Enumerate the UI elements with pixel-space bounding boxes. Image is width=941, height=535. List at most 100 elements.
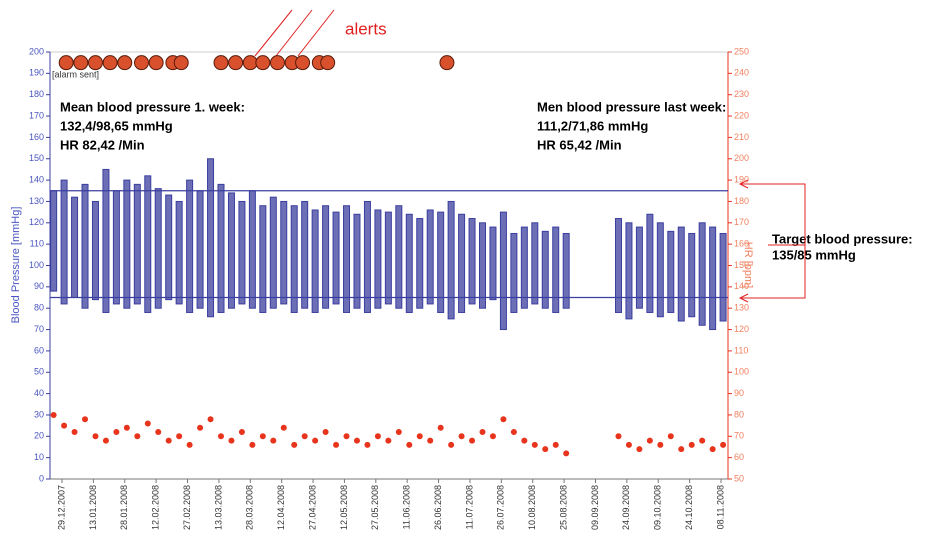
y2-tick-label: 140 [734, 281, 749, 291]
bp-range [280, 200, 288, 305]
y-tick-label: 0 [39, 473, 44, 483]
bp-range [217, 183, 225, 313]
hr-point [678, 446, 685, 453]
bp-range [520, 226, 528, 309]
hr-point [123, 424, 130, 431]
bp-range [311, 209, 319, 313]
alert-marker [133, 55, 149, 71]
hr-point [720, 441, 727, 448]
hr-point [353, 437, 360, 444]
annotation: 135/85 mmHg [772, 247, 856, 262]
y-tick-label: 110 [30, 239, 44, 249]
y-tick-label: 140 [29, 174, 44, 184]
hr-point [92, 433, 99, 440]
bp-range [269, 196, 277, 309]
annotation: HR 65,42 /Min [537, 137, 622, 152]
y-tick-label: 190 [29, 68, 44, 78]
hr-point [374, 433, 381, 440]
hr-point [144, 420, 151, 427]
hr-point [395, 429, 402, 436]
x-tick-label: 12.04.2008 [276, 485, 286, 530]
bp-range [102, 168, 110, 313]
bp-range [154, 188, 162, 309]
hr-point [217, 433, 224, 440]
y2-tick-label: 90 [734, 388, 744, 398]
x-tick-label: 27.02.2008 [182, 485, 192, 530]
x-tick-label: 28.01.2008 [119, 485, 129, 530]
bp-range [374, 209, 382, 309]
y2-tick-label: 240 [734, 68, 749, 78]
alert-marker [320, 55, 336, 71]
bp-range [227, 192, 235, 309]
hr-point [113, 429, 120, 436]
hr-point [552, 441, 559, 448]
bp-range [384, 211, 392, 305]
hr-point [469, 437, 476, 444]
bp-range [614, 218, 622, 313]
y-tick-label: 150 [29, 153, 44, 163]
hr-point [531, 441, 538, 448]
bp-range [60, 179, 68, 305]
hr-point [238, 429, 245, 436]
hr-point [448, 441, 455, 448]
hr-point [102, 437, 109, 444]
bp-range [175, 200, 183, 305]
hr-point [709, 446, 716, 453]
hr-point [322, 429, 329, 436]
bp-range [71, 196, 79, 299]
bp-range [562, 232, 570, 309]
annotation: Men blood pressure last week: [537, 99, 726, 114]
x-tick-label: 26.07.2008 [496, 485, 506, 530]
hr-point [165, 437, 172, 444]
bp-range [123, 179, 131, 309]
alarm-sent: [alarm sent] [52, 69, 99, 79]
bp-range [656, 222, 664, 318]
bp-range [322, 205, 330, 309]
alert-marker [148, 55, 164, 71]
hr-point [134, 433, 141, 440]
x-tick-label: 25.08.2008 [558, 485, 568, 530]
x-tick-label: 13.01.2008 [88, 485, 98, 530]
y2-tick-label: 200 [734, 153, 749, 163]
x-tick-label: 13.03.2008 [213, 485, 223, 530]
bp-range [238, 200, 246, 305]
y-tick-label: 70 [34, 324, 44, 334]
hr-point [176, 433, 183, 440]
hr-point [343, 433, 350, 440]
bp-range [531, 222, 539, 305]
y2-tick-label: 80 [734, 409, 744, 419]
bp-range [458, 213, 466, 313]
y2-tick-label: 180 [734, 196, 749, 206]
x-tick-label: 11.07.2008 [464, 485, 474, 529]
y2-tick-label: 150 [734, 260, 749, 270]
annotation: Target blood pressure: [772, 231, 913, 246]
y2-tick-label: 110 [734, 345, 748, 355]
annotation: HR 82,42 /Min [60, 137, 145, 152]
bp-range [133, 183, 141, 305]
hr-point [688, 441, 695, 448]
alert-marker [173, 55, 189, 71]
alert-marker [117, 55, 133, 71]
hr-point [437, 424, 444, 431]
x-tick-label: 24.10.2008 [684, 485, 694, 530]
hr-point [50, 411, 57, 418]
alert-marker [228, 55, 244, 71]
alert-arrows [254, 9, 335, 57]
bp-range [405, 213, 413, 313]
hr-point [312, 437, 319, 444]
annotation: 111,2/71,86 mmHg [537, 118, 648, 133]
hr-point [458, 433, 465, 440]
hr-point [301, 433, 308, 440]
bp-range [489, 226, 497, 301]
hr-point [625, 441, 632, 448]
x-tick-label: 09.09.2008 [590, 485, 600, 530]
hr-point [542, 446, 549, 453]
y2-axis-title: HR [bpm] [742, 242, 754, 288]
y-tick-label: 90 [34, 281, 44, 291]
alert-marker [242, 55, 258, 71]
hr-point [71, 429, 78, 436]
y-tick-label: 180 [29, 89, 44, 99]
y2-tick-label: 190 [734, 174, 749, 184]
y2-tick-label: 120 [734, 324, 749, 334]
x-tick-label: 29.12.2007 [56, 485, 66, 530]
